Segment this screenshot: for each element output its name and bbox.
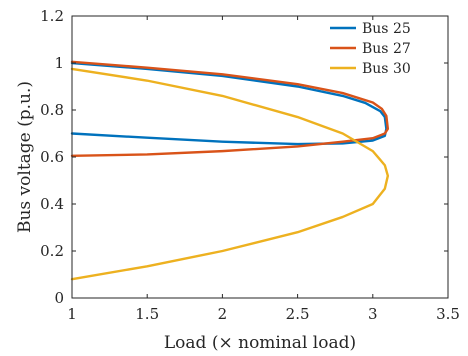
x-tick-label: 2.5 bbox=[286, 305, 310, 323]
y-tick-label: 1.2 bbox=[40, 7, 64, 25]
x-tick-label: 3.5 bbox=[436, 305, 460, 323]
y-axis-label: Bus voltage (p.u.) bbox=[15, 81, 35, 233]
legend-label-bus-27: Bus 27 bbox=[362, 41, 411, 57]
series-line-bus-27 bbox=[70, 60, 390, 158]
x-axis-label: Load (× nominal load) bbox=[164, 333, 356, 353]
y-tick-label: 0 bbox=[54, 289, 64, 307]
x-tick-label: 3 bbox=[368, 305, 378, 323]
y-tick-label: 0.8 bbox=[40, 101, 64, 119]
series-line-bus-30 bbox=[70, 67, 390, 281]
legend-label-bus-30: Bus 30 bbox=[362, 61, 411, 77]
x-tick-label: 1.5 bbox=[135, 305, 159, 323]
legend-label-bus-25: Bus 25 bbox=[362, 21, 411, 37]
axes-box bbox=[71, 15, 449, 299]
plot-lines bbox=[70, 60, 390, 281]
y-tick-label: 0.4 bbox=[40, 195, 64, 213]
legend: Bus 25 Bus 27 Bus 30 bbox=[330, 21, 411, 77]
x-tick-label: 2 bbox=[218, 305, 228, 323]
y-tick-label: 1 bbox=[54, 54, 64, 72]
y-tick-label: 0.6 bbox=[40, 148, 64, 166]
x-tick-label: 1 bbox=[67, 305, 77, 323]
series-line-bus-25 bbox=[70, 61, 388, 146]
axes: 1 1.5 2 2.5 3 3.5 0 0.2 0.4 0.6 0.8 1 1.2 bbox=[40, 7, 460, 323]
y-tick-label: 0.2 bbox=[40, 242, 64, 260]
